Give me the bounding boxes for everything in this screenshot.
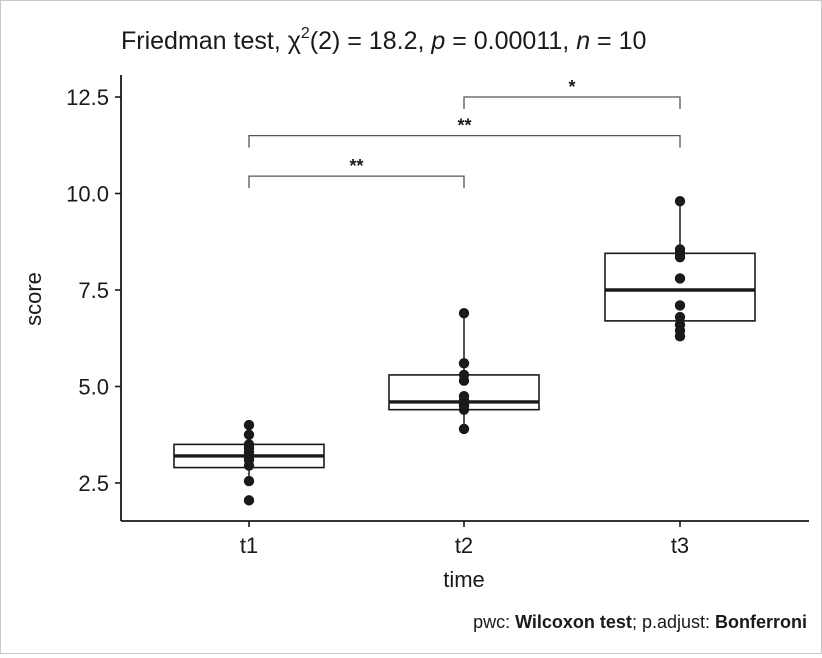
x-tick-label: t1 <box>240 533 258 558</box>
significance-label: ** <box>457 116 471 136</box>
data-point <box>243 475 255 487</box>
data-point <box>674 319 686 330</box>
data-point <box>458 369 470 381</box>
caption: pwc: Wilcoxon test; p.adjust: Bonferroni <box>473 612 807 632</box>
data-point <box>243 495 255 506</box>
y-tick-label: 5.0 <box>78 375 109 400</box>
plot-area: 2.55.07.510.012.5t1 t2 t3***** <box>66 75 809 558</box>
data-point <box>458 423 470 435</box>
data-point <box>674 311 686 323</box>
data-point <box>458 358 470 369</box>
data-point <box>458 307 470 319</box>
x-axis-label: time <box>443 567 485 592</box>
data-point <box>674 196 686 207</box>
data-point <box>458 390 470 402</box>
chart-title: Friedman test, χ2(2) = 18.2, p = 0.00011… <box>121 25 646 55</box>
data-point <box>243 429 255 440</box>
y-tick-label: 12.5 <box>66 85 109 110</box>
comparison-bracket <box>248 175 465 189</box>
x-tick-label: t2 <box>455 533 473 558</box>
y-tick-label: 10.0 <box>66 182 109 207</box>
significance-label: * <box>568 77 575 97</box>
comparison-bracket <box>248 134 681 148</box>
significance-label: ** <box>349 156 363 176</box>
data-point <box>674 273 686 284</box>
box-t3 <box>604 252 756 322</box>
data-point <box>243 419 255 431</box>
y-tick-label: 2.5 <box>78 471 109 496</box>
data-point <box>674 300 686 311</box>
data-point <box>243 439 255 450</box>
y-tick-label: 7.5 <box>78 278 109 303</box>
data-point <box>674 244 686 255</box>
y-axis-label: score <box>21 272 46 326</box>
x-tick-label: t3 <box>671 533 689 558</box>
comparison-bracket <box>463 96 681 109</box>
